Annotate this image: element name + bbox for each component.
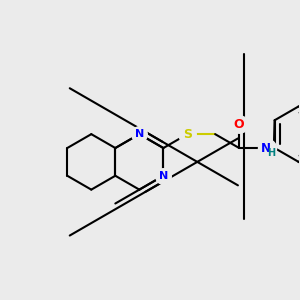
Text: N: N <box>261 142 271 154</box>
Text: S: S <box>183 128 192 141</box>
Text: H: H <box>267 148 275 158</box>
Text: N: N <box>159 171 168 181</box>
Text: O: O <box>234 118 244 131</box>
Text: N: N <box>135 129 144 139</box>
